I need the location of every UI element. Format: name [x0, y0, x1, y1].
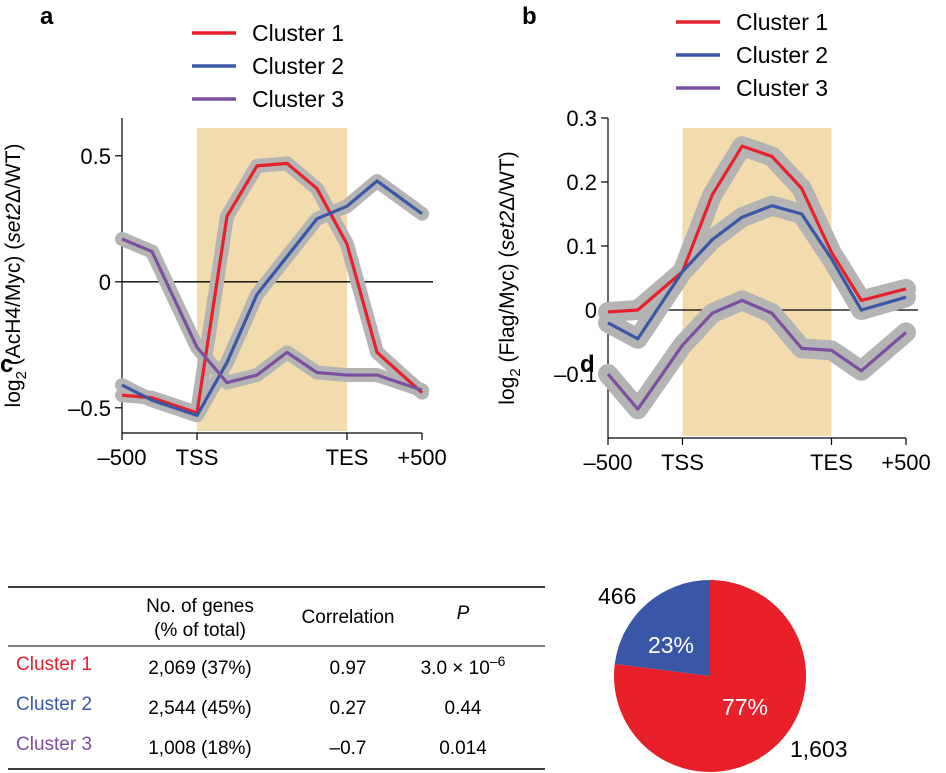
pie-slice-23 — [614, 580, 710, 676]
y-tick-label: 0.2 — [566, 170, 597, 195]
y-tick-label: 0.3 — [566, 106, 597, 131]
table-row-name: Cluster 2 — [16, 694, 92, 715]
table-row-p: 3.0 × 10–6 — [421, 653, 506, 679]
series-line-cluster-2 — [121, 179, 423, 417]
table-row-name: Cluster 1 — [16, 654, 92, 675]
header-correlation: Correlation — [302, 607, 395, 628]
y-tick-label: 0 — [585, 298, 597, 323]
x-tick-label: TSS — [661, 450, 704, 475]
line-chart-a: 0.5 0 –0.5 –500 TSS TES +500 log2 (AcH4/Myc) (s… — [2, 20, 447, 470]
header-genes: No. of genes — [146, 596, 254, 617]
legend-label-cluster-1: Cluster 1 — [252, 20, 344, 46]
pie-chart: 23% 77% 466 1,603 — [598, 580, 848, 773]
panel-label-a: a — [40, 3, 54, 30]
x-tick-label: +500 — [881, 450, 931, 475]
x-tick-label: –500 — [584, 450, 633, 475]
series-line-cluster-2 — [607, 204, 907, 341]
pie-slice-77 — [614, 580, 807, 773]
x-tick-label: TSS — [176, 445, 219, 470]
line-chart-b: 0.3 0.2 0.1 0 –0.1 –500 TSS TES +500 log2 (Flag/M… — [496, 9, 931, 475]
y-tick-label: –0.1 — [554, 362, 597, 387]
table-row-correlation: 0.97 — [330, 658, 367, 679]
series-line-cluster-3 — [606, 298, 908, 411]
table-row-genes: 2,544 (45%) — [148, 698, 252, 719]
cluster-table: No. of genes (% of total) Correlation P … — [8, 586, 545, 770]
series-line-cluster-1 — [607, 144, 907, 314]
series-line-cluster-1 — [121, 161, 424, 415]
x-tick-label: TES — [810, 450, 853, 475]
table-row-p: 0.44 — [445, 698, 482, 719]
pie-count-red: 1,603 — [790, 736, 848, 762]
y-axis-label: log2 (AcH4/Myc) (set2Δ/WT) — [2, 144, 30, 408]
table-row-name: Cluster 3 — [16, 734, 92, 755]
table-row-genes: 1,008 (18%) — [148, 738, 252, 759]
pie-count-blue: 466 — [598, 583, 636, 609]
legend-label-cluster-3: Cluster 3 — [252, 86, 344, 112]
table-row-correlation: –0.7 — [330, 738, 367, 759]
legend-label-cluster-1: Cluster 1 — [736, 9, 828, 35]
y-tick-label: 0.5 — [80, 144, 111, 169]
series-line-cluster-3 — [121, 237, 423, 392]
pie-label-23: 23% — [648, 632, 694, 658]
x-tick-label: +500 — [397, 445, 447, 470]
legend-label-cluster-3: Cluster 3 — [736, 75, 828, 101]
panel-label-b: b — [522, 3, 537, 30]
x-tick-label: TES — [326, 445, 369, 470]
table-row-p: 0.014 — [439, 738, 487, 759]
table-row-genes: 2,069 (37%) — [148, 658, 252, 679]
table-row-correlation: 0.27 — [330, 698, 367, 719]
y-tick-label: 0 — [99, 270, 111, 295]
legend-label-cluster-2: Cluster 2 — [736, 42, 828, 68]
header-genes-sub: (% of total) — [154, 620, 246, 641]
shaded-gene-body — [682, 128, 832, 436]
panel-label-c: c — [0, 351, 13, 378]
y-axis-label: log2 (Flag/Myc) (set2Δ/WT) — [496, 151, 524, 404]
pie-label-77: 77% — [722, 694, 768, 720]
y-tick-label: –0.5 — [68, 396, 111, 421]
x-tick-label: –500 — [98, 445, 147, 470]
header-p: P — [457, 603, 470, 624]
panel-label-d: d — [580, 351, 595, 378]
legend-label-cluster-2: Cluster 2 — [252, 53, 344, 79]
y-tick-label: 0.1 — [566, 234, 597, 259]
